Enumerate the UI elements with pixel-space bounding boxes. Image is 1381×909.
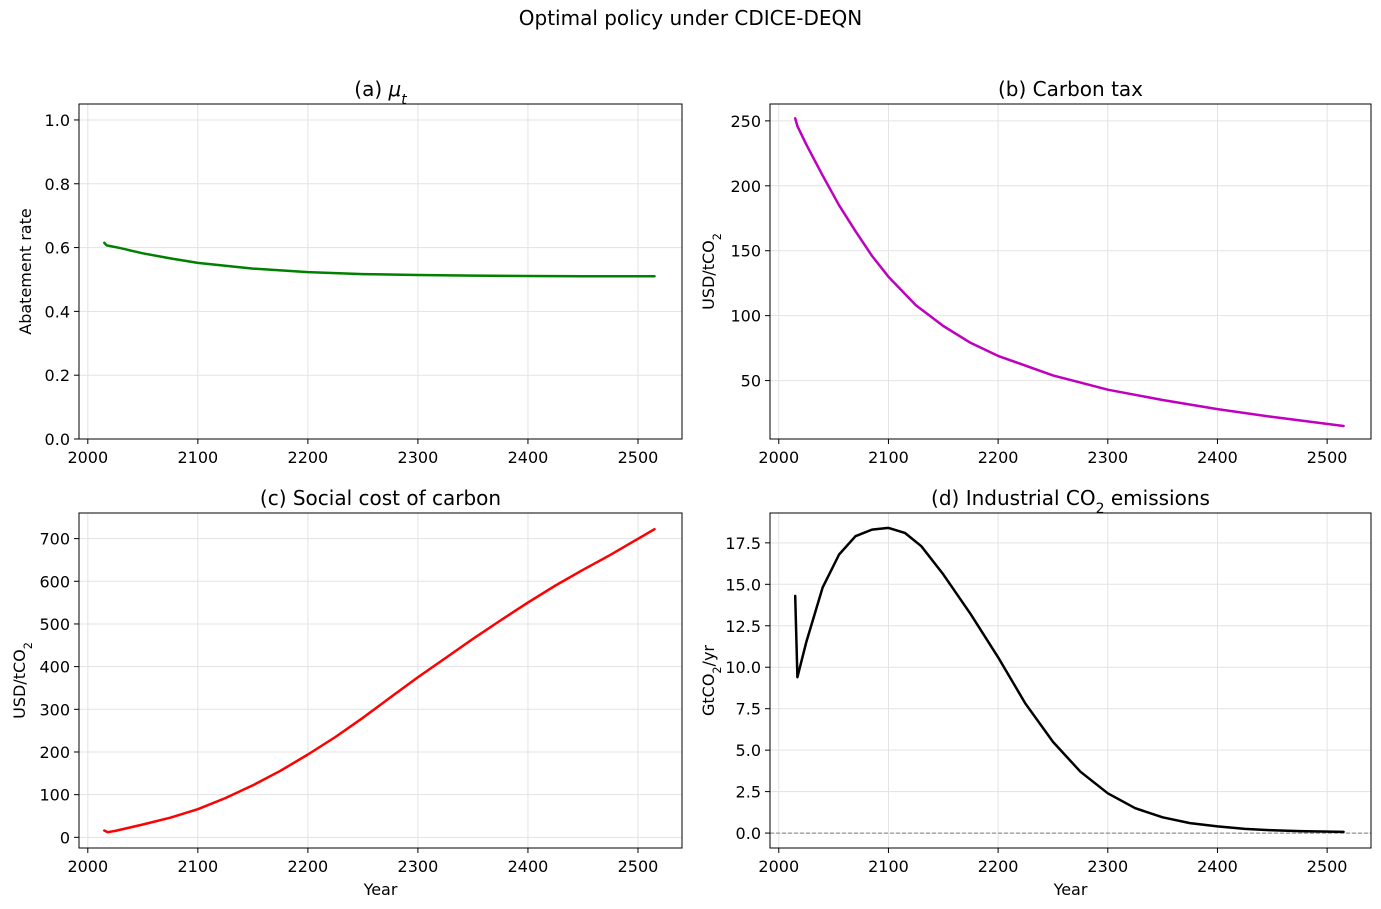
x-tick-label: 2500: [618, 857, 659, 876]
panel-title-d: (d) Industrial CO2 emissions: [931, 486, 1210, 517]
figure-suptitle: Optimal policy under CDICE-DEQN: [518, 6, 863, 30]
x-tick-label: 2100: [177, 857, 218, 876]
panel-c: 2000 2100 2200 2300 2400 2500 0 100 200 300 400 500…: [10, 486, 683, 899]
x-tick-label: 2500: [1307, 857, 1348, 876]
panel-b: 2000 2100 2200 2300 2400 2500 50 100 150 200 250 (b…: [699, 77, 1372, 467]
panel-a: 2000 2100 2200 2300 2400 2500 0.0 0.2 0.4 0.6 0.8 1…: [16, 77, 683, 467]
x-tick-label: 2100: [868, 448, 909, 467]
x-tick-label: 2100: [868, 857, 909, 876]
y-axis-label-c: USD/tCO2: [10, 642, 35, 719]
x-tick-label: 2400: [1197, 857, 1238, 876]
x-tick-label: 2300: [398, 857, 439, 876]
y-tick-label: 100: [730, 307, 761, 326]
x-tick-label: 2500: [1307, 448, 1348, 467]
y-tick-label: 200: [730, 177, 761, 196]
y-tick-label: 300: [39, 700, 70, 719]
x-tick-label: 2400: [1197, 448, 1238, 467]
x-tick-label: 2400: [508, 857, 549, 876]
series-line-d-0: [793, 526, 1345, 834]
y-tick-label: 600: [39, 572, 70, 591]
y-tick-label: 500: [39, 615, 70, 634]
x-tick-label: 2200: [978, 857, 1019, 876]
x-axis-label: Year: [1053, 880, 1088, 899]
y-tick-label: 400: [39, 658, 70, 677]
plot-frame: [769, 512, 1372, 849]
x-tick-label: 2000: [67, 448, 108, 467]
x-tick-label: 2000: [758, 448, 799, 467]
y-axis-label-b: USD/tCO2: [699, 233, 724, 310]
panel-title-c: (c) Social cost of carbon: [260, 486, 501, 510]
y-tick-label: 5.0: [736, 741, 761, 760]
x-tick-label: 2400: [508, 448, 549, 467]
plot-frame: [769, 103, 1372, 440]
y-tick-label: 0.2: [45, 366, 70, 385]
series-line-a-0: [103, 241, 656, 278]
x-tick-label: 2200: [978, 448, 1019, 467]
plot-frame: [78, 512, 683, 849]
y-axis-label-a: Abatement rate: [16, 208, 35, 334]
y-tick-label: 10.0: [725, 658, 761, 677]
y-tick-label: 0.6: [45, 239, 70, 258]
x-tick-label: 2000: [67, 857, 108, 876]
y-tick-label: 15.0: [725, 575, 761, 594]
y-tick-label: 12.5: [725, 617, 761, 636]
series-line-b-0: [793, 117, 1345, 428]
y-tick-label: 1.0: [45, 111, 70, 130]
y-tick-label: 17.5: [725, 534, 761, 553]
series-line-c-0: [103, 527, 656, 834]
y-tick-label: 250: [730, 112, 761, 131]
plot-frame: [78, 103, 683, 440]
panel-title-b: (b) Carbon tax: [998, 77, 1143, 101]
x-tick-label: 2000: [758, 857, 799, 876]
y-tick-label: 150: [730, 242, 761, 261]
y-tick-label: 700: [39, 530, 70, 549]
x-tick-label: 2500: [618, 448, 659, 467]
y-tick-label: 200: [39, 743, 70, 762]
y-axis-label-d: GtCO2/yr: [699, 645, 724, 716]
panel-d: 2000 2100 2200 2300 2400 2500 0.0 2.5 5.0 7.5 10.0…: [699, 486, 1372, 899]
y-tick-label: 50: [741, 372, 761, 391]
y-tick-label: 0.8: [45, 175, 70, 194]
y-tick-label: 0.0: [45, 430, 70, 449]
y-tick-label: 0.4: [45, 302, 70, 321]
x-tick-label: 2300: [1087, 448, 1128, 467]
y-tick-label: 7.5: [736, 700, 761, 719]
y-tick-label: 100: [39, 786, 70, 805]
x-tick-label: 2100: [177, 448, 218, 467]
panel-title-a: (a) μt: [354, 77, 407, 108]
y-tick-label: 0.0: [736, 824, 761, 843]
x-tick-label: 2200: [288, 857, 329, 876]
y-tick-label: 0: [60, 828, 70, 847]
y-tick-label: 2.5: [736, 783, 761, 802]
x-tick-label: 2300: [398, 448, 439, 467]
x-tick-label: 2200: [288, 448, 329, 467]
x-axis-label: Year: [363, 880, 398, 899]
x-tick-label: 2300: [1087, 857, 1128, 876]
